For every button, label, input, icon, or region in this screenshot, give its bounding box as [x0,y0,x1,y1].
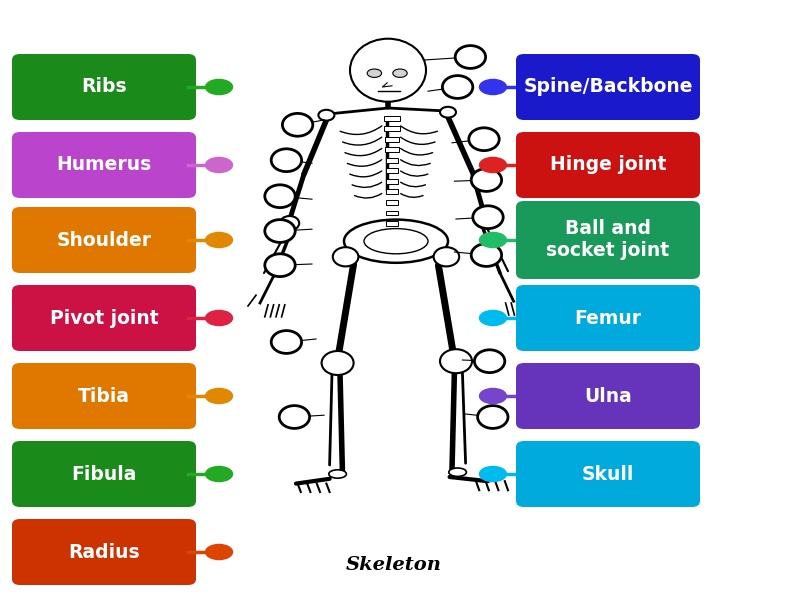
Ellipse shape [479,232,506,248]
Bar [385,137,399,142]
Ellipse shape [329,470,346,478]
FancyBboxPatch shape [12,54,196,120]
FancyBboxPatch shape [516,54,700,120]
Ellipse shape [367,69,382,77]
Text: Ulna: Ulna [584,386,632,406]
Text: Fibula: Fibula [71,464,137,484]
Bar [386,221,398,226]
Circle shape [282,113,313,136]
Text: Ribs: Ribs [81,77,127,97]
Circle shape [265,220,295,242]
FancyBboxPatch shape [516,285,700,351]
Circle shape [265,254,295,277]
Circle shape [265,185,295,208]
Circle shape [478,406,508,428]
Bar [386,158,398,163]
Text: Ball and
socket joint: Ball and socket joint [546,220,670,260]
FancyBboxPatch shape [12,285,196,351]
FancyBboxPatch shape [516,201,700,279]
Circle shape [473,206,503,229]
Text: Skull: Skull [582,464,634,484]
Circle shape [469,128,499,151]
Ellipse shape [350,38,426,101]
Ellipse shape [479,388,506,404]
Text: Radius: Radius [68,542,140,562]
Circle shape [471,244,502,266]
Text: Pivot joint: Pivot joint [50,308,158,328]
FancyBboxPatch shape [12,441,196,507]
Text: Shoulder: Shoulder [57,230,151,250]
Ellipse shape [479,79,506,95]
Ellipse shape [318,110,334,121]
Ellipse shape [344,220,448,263]
Bar [386,190,398,194]
FancyBboxPatch shape [516,363,700,429]
Circle shape [322,351,354,375]
Text: Femur: Femur [574,308,642,328]
Bar [386,200,398,205]
Ellipse shape [206,388,233,404]
Bar [384,127,399,131]
FancyBboxPatch shape [12,519,196,585]
Text: Humerus: Humerus [56,155,152,175]
Bar [384,116,400,121]
Ellipse shape [206,232,233,248]
FancyBboxPatch shape [12,132,196,198]
Circle shape [280,216,299,230]
FancyBboxPatch shape [12,207,196,273]
Circle shape [474,350,505,373]
Text: Spine/Backbone: Spine/Backbone [523,77,693,97]
Ellipse shape [206,466,233,482]
Ellipse shape [364,229,428,254]
Ellipse shape [206,310,233,326]
Bar [386,232,398,236]
FancyBboxPatch shape [516,132,700,198]
Ellipse shape [440,107,456,118]
Ellipse shape [206,79,233,95]
Text: Tibia: Tibia [78,386,130,406]
Ellipse shape [479,310,506,326]
Circle shape [471,169,502,191]
Bar [386,169,398,173]
Ellipse shape [479,157,506,173]
Circle shape [271,331,302,353]
Circle shape [440,349,472,373]
Ellipse shape [206,544,233,560]
Bar [386,211,398,215]
FancyBboxPatch shape [516,441,700,507]
Circle shape [271,149,302,172]
Text: Skeleton: Skeleton [346,556,442,574]
Text: Hinge joint: Hinge joint [550,155,666,175]
Circle shape [279,406,310,428]
Circle shape [333,247,358,266]
FancyBboxPatch shape [12,363,196,429]
Ellipse shape [479,466,506,482]
Circle shape [442,76,473,98]
Circle shape [434,247,459,266]
Circle shape [455,46,486,68]
Circle shape [475,214,494,228]
Bar [386,148,398,152]
Ellipse shape [206,157,233,173]
Ellipse shape [449,468,466,476]
Ellipse shape [393,69,407,77]
Bar [386,179,398,184]
